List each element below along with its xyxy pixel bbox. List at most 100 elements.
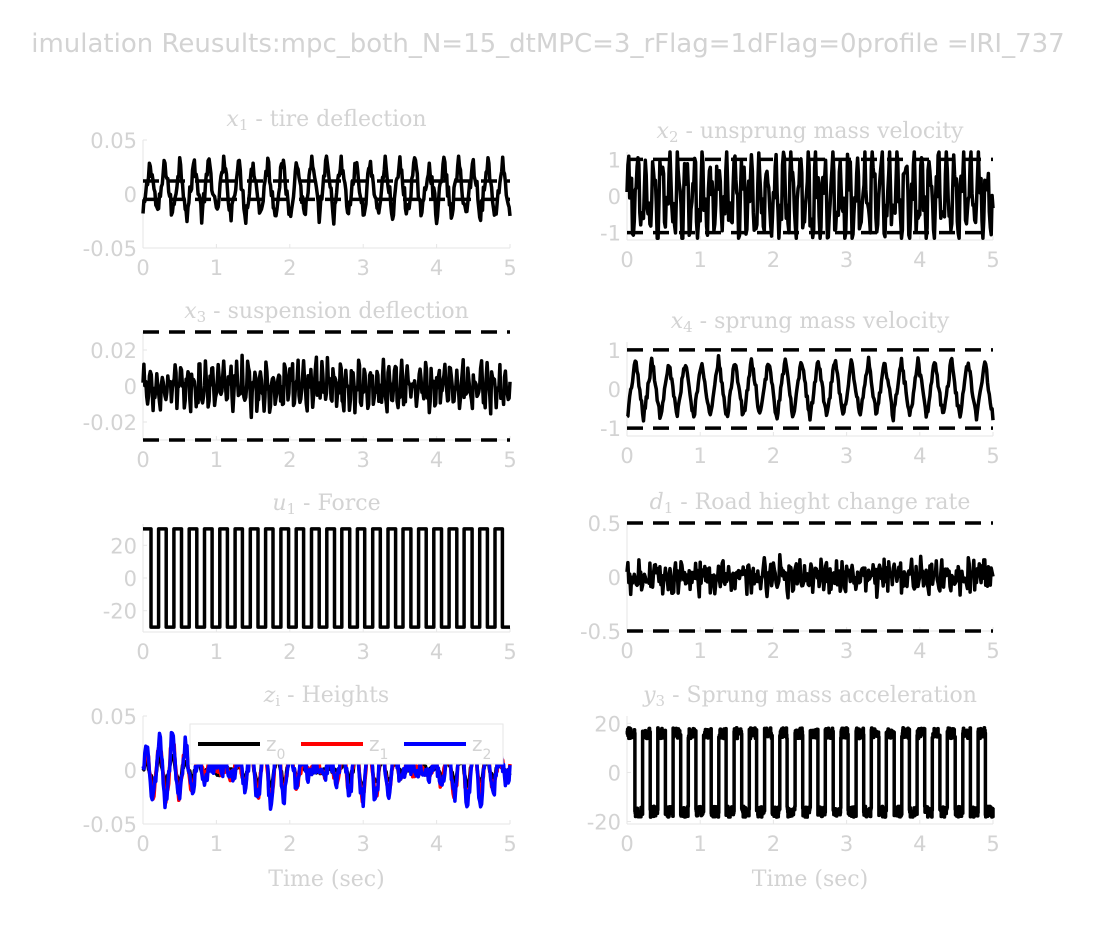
series-line-x3 — [141, 353, 512, 420]
y-tick-label: 0 — [124, 567, 137, 591]
x-tick-label: 0 — [136, 640, 149, 664]
x-tick-label: 3 — [357, 832, 370, 856]
y-tick-label: 1 — [608, 148, 621, 172]
x-tick-label: 0 — [136, 448, 149, 472]
x-tick-label: 2 — [767, 248, 780, 272]
y-tick-label: -0.5 — [580, 620, 621, 644]
legend-label-z2: z2 — [472, 732, 491, 763]
subplot-title: x3 - suspension deflection — [184, 299, 469, 326]
x-tick-label: 4 — [913, 639, 926, 663]
y-tick-label: 0 — [608, 566, 621, 590]
x-tick-label: 3 — [840, 444, 853, 468]
x-tick-label: 5 — [503, 832, 516, 856]
subplot-title: x2 - unsprung mass velocity — [657, 119, 965, 146]
subplot-title: u1 - Force — [272, 491, 380, 518]
subplot-title: x1 - tire deflection — [226, 107, 426, 134]
x-tick-label: 2 — [283, 448, 296, 472]
x-tick-label: 1 — [210, 640, 223, 664]
y-tick-label: -20 — [587, 811, 621, 835]
subplot-title: y3 - Sprung mass acceleration — [642, 683, 977, 710]
x-tick-label: 4 — [430, 448, 443, 472]
x-tick-label: 0 — [620, 444, 633, 468]
legend-label-z1: z1 — [369, 732, 388, 763]
x-tick-label: 2 — [283, 832, 296, 856]
x-tick-label: 1 — [210, 832, 223, 856]
series-line-x1 — [141, 154, 512, 226]
x-tick-label: 4 — [430, 832, 443, 856]
x-tick-label: 5 — [503, 256, 516, 280]
x-tick-label: 1 — [694, 639, 707, 663]
series-line-u1 — [141, 527, 512, 629]
plot-area — [625, 726, 995, 819]
x-tick-label: 4 — [913, 248, 926, 272]
subplot-u1: u1 - Force 0 1 2 3 4 5 -20 0 20 — [103, 491, 517, 664]
x-tick-label: 2 — [767, 639, 780, 663]
y-tick-label: 0 — [124, 759, 137, 783]
y-tick-label: 0.02 — [90, 339, 137, 363]
x-tick-label: 3 — [357, 640, 370, 664]
y-tick-label: -0.05 — [83, 237, 137, 261]
plot-area — [625, 150, 995, 240]
y-tick-label: -1 — [600, 417, 621, 441]
x-tick-label: 0 — [136, 832, 149, 856]
x-tick-label: 0 — [136, 256, 149, 280]
subplot-title: zi - Heights — [263, 683, 389, 710]
x-axis-label: Time (sec) — [752, 867, 868, 892]
x-tick-label: 2 — [767, 444, 780, 468]
y-tick-label: 1 — [608, 339, 621, 363]
x-tick-label: 3 — [357, 256, 370, 280]
x-tick-label: 3 — [840, 248, 853, 272]
x-tick-label: 5 — [986, 248, 999, 272]
y-tick-label: 0 — [608, 378, 621, 402]
x-tick-label: 5 — [503, 448, 516, 472]
x-axis-label: Time (sec) — [268, 867, 384, 892]
figure-suptitle: imulation Reusults:mpc_both_N=15_dtMPC=3… — [31, 29, 1064, 59]
y-tick-label: -0.05 — [83, 813, 137, 837]
legend-label-z0: z0 — [266, 732, 285, 763]
x-tick-label: 1 — [210, 448, 223, 472]
x-tick-label: 3 — [840, 832, 853, 856]
y-tick-label: 20 — [110, 534, 137, 558]
y-tick-label: 0 — [608, 185, 621, 209]
series-line-x2 — [625, 150, 995, 240]
y-tick-label: 0 — [124, 183, 137, 207]
x-tick-label: 1 — [694, 444, 707, 468]
series-line-x4 — [625, 353, 995, 423]
x-tick-label: 5 — [986, 832, 999, 856]
x-tick-label: 4 — [430, 256, 443, 280]
y-tick-label: 0.05 — [90, 705, 137, 729]
x-tick-label: 5 — [503, 640, 516, 664]
series-line-y3 — [625, 726, 995, 819]
x-tick-label: 0 — [620, 639, 633, 663]
x-tick-label: 4 — [913, 832, 926, 856]
plot-area — [625, 348, 995, 430]
plot-area — [141, 330, 512, 442]
x-tick-label: 3 — [840, 639, 853, 663]
series-line-d1 — [625, 553, 995, 600]
y-tick-label: -0.02 — [83, 411, 137, 435]
x-tick-label: 0 — [620, 248, 633, 272]
y-tick-label: -1 — [600, 222, 621, 246]
plot-area — [141, 527, 512, 629]
legend: z0 z1 z2 — [189, 723, 504, 765]
y-tick-label: 20 — [594, 712, 621, 736]
x-tick-label: 4 — [913, 444, 926, 468]
x-tick-label: 1 — [694, 832, 707, 856]
y-tick-label: 0 — [608, 761, 621, 785]
x-tick-label: 5 — [986, 444, 999, 468]
x-tick-label: 3 — [357, 448, 370, 472]
y-tick-label: 0.05 — [90, 129, 137, 153]
x-tick-label: 0 — [620, 832, 633, 856]
y-tick-label: -20 — [103, 600, 137, 624]
plot-area — [141, 154, 512, 226]
x-tick-label: 2 — [767, 832, 780, 856]
x-tick-label: 4 — [430, 640, 443, 664]
subplot-x4: x4 - sprung mass velocity 0 1 2 3 4 5 -1 0 1 — [600, 309, 1000, 468]
x-tick-label: 1 — [210, 256, 223, 280]
